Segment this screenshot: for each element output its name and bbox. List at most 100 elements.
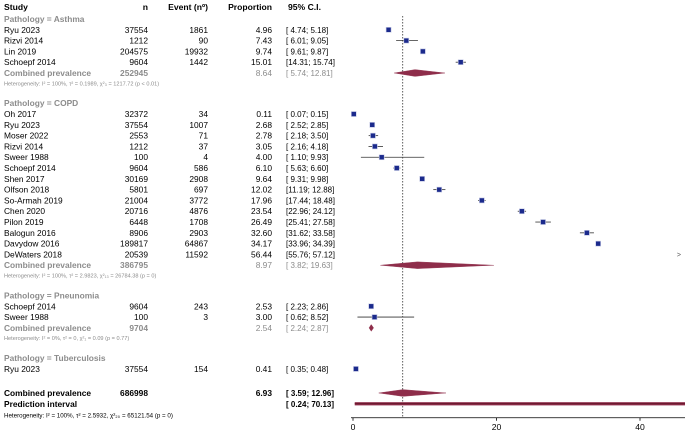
study-proportion: 3.05 — [256, 141, 273, 151]
subgroup-combined-proportion: 8.64 — [256, 68, 273, 78]
subgroup-diamond — [380, 261, 494, 269]
study-name: Chen 2020 — [4, 206, 45, 216]
study-proportion: 56.44 — [251, 249, 272, 259]
study-n: 32372 — [125, 109, 149, 119]
study-n: 37554 — [125, 120, 149, 130]
study-events: 1007 — [189, 120, 208, 130]
subgroup-combined-ci: [ 3.82; 19.63] — [286, 261, 333, 270]
study-name: Rizvi 2014 — [4, 141, 43, 151]
subgroup-label: Pathology = COPD — [4, 98, 78, 108]
study-events: 697 — [194, 185, 208, 195]
study-estimate-square — [519, 208, 525, 215]
study-estimate-square — [371, 314, 378, 320]
study-events: 3 — [203, 312, 208, 322]
study-n: 100 — [134, 152, 148, 162]
x-tick-label: 0 — [351, 422, 356, 432]
study-estimate-square — [393, 165, 400, 171]
subgroup-label: Pathology = Asthma — [4, 14, 85, 24]
study-name: Sweer 1988 — [4, 312, 49, 322]
study-n: 37554 — [125, 364, 149, 374]
subgroup-label: Pathology = Pneunomia — [4, 290, 100, 300]
study-events: 64867 — [185, 239, 209, 249]
subgroup-combined-label: Combined prevalence — [4, 68, 91, 78]
study-estimate-square — [436, 186, 443, 193]
subgroup-combined-proportion: 8.97 — [256, 260, 273, 270]
study-estimate-square — [372, 143, 378, 150]
study-events: 243 — [194, 301, 208, 311]
study-events: 1708 — [189, 217, 208, 227]
study-ci: [17.44; 18.48] — [286, 196, 335, 205]
study-name: Lin 2019 — [4, 46, 36, 56]
study-events: 2908 — [189, 174, 208, 184]
study-estimate-square — [479, 197, 485, 204]
study-ci: [ 0.07; 0.15] — [286, 110, 328, 119]
subgroup-label: Pathology = Tuberculosis — [4, 353, 106, 363]
study-proportion: 0.41 — [256, 364, 273, 374]
study-estimate-square — [353, 366, 359, 372]
study-proportion: 7.43 — [256, 36, 273, 46]
study-estimate-square — [370, 132, 376, 139]
overall-heterogeneity: Heterogeneity: I² = 100%, τ² = 2.5932, χ… — [4, 413, 173, 420]
offscale-arrow: > — [677, 252, 681, 259]
study-proportion: 2.68 — [256, 120, 273, 130]
subgroup-combined-n: 9704 — [129, 323, 148, 333]
subgroup-combined-label: Combined prevalence — [4, 323, 91, 333]
study-n: 2553 — [129, 131, 148, 141]
study-ci: [31.62; 33.58] — [286, 229, 335, 238]
study-name: Ryu 2023 — [4, 120, 40, 130]
study-events: 154 — [194, 364, 208, 374]
overall-ci: [ 3.59; 12.96] — [286, 389, 334, 398]
study-ci: [55.76; 57.12] — [286, 250, 335, 259]
study-ci: [ 4.74; 5.18] — [286, 26, 328, 35]
header-study: Study — [4, 2, 28, 12]
study-estimate-square — [403, 37, 410, 44]
study-estimate-square — [420, 48, 426, 55]
subgroup-combined-label: Combined prevalence — [4, 260, 91, 270]
study-ci: [ 2.18; 3.50] — [286, 132, 328, 141]
study-proportion: 17.96 — [251, 195, 272, 205]
study-events: 34 — [199, 109, 209, 119]
study-ci: [14.31; 15.74] — [286, 58, 335, 67]
study-ci: [ 0.35; 0.48] — [286, 365, 328, 374]
study-name: Shen 2017 — [4, 174, 45, 184]
study-name: So-Armah 2019 — [4, 195, 63, 205]
study-ci: [ 5.63; 6.60] — [286, 164, 328, 173]
subgroup-diamond — [368, 324, 374, 332]
study-proportion: 4.96 — [256, 25, 273, 35]
study-n: 204575 — [120, 46, 148, 56]
study-n: 1212 — [129, 141, 148, 151]
study-ci: [ 9.31; 9.98] — [286, 175, 328, 184]
study-n: 8906 — [129, 228, 148, 238]
study-events: 37 — [199, 141, 209, 151]
header-events: Event (nº) — [168, 2, 208, 12]
study-n: 9604 — [129, 57, 148, 67]
study-events: 4876 — [189, 206, 208, 216]
study-estimate-square — [457, 59, 464, 66]
study-estimate-square — [369, 122, 376, 128]
study-ci: [ 6.01; 9.05] — [286, 37, 328, 46]
study-n: 9604 — [129, 163, 148, 173]
study-proportion: 2.78 — [256, 131, 273, 141]
study-n: 189817 — [120, 239, 148, 249]
study-ci: [ 1.10; 9.93] — [286, 153, 328, 162]
study-estimate-square — [385, 26, 392, 33]
study-ci: [25.41; 27.58] — [286, 218, 335, 227]
study-n: 1212 — [129, 36, 148, 46]
subgroup-combined-n: 386795 — [120, 260, 148, 270]
study-proportion: 15.01 — [251, 57, 272, 67]
x-tick-label: 20 — [492, 422, 502, 432]
overall-diamond — [378, 389, 447, 397]
header-ci: 95% C.I. — [288, 2, 321, 12]
x-tick-label: 40 — [635, 422, 645, 432]
header-n: n — [143, 2, 148, 12]
study-name: DeWaters 2018 — [4, 249, 62, 259]
study-estimate-square — [584, 230, 590, 236]
study-ci: [ 9.61; 9.87] — [286, 47, 328, 56]
study-name: Schoepf 2014 — [4, 57, 56, 67]
study-n: 21004 — [125, 195, 149, 205]
study-events: 4 — [203, 152, 208, 162]
study-proportion: 9.64 — [256, 174, 273, 184]
prediction-interval-label: Prediction interval — [4, 399, 77, 409]
study-name: Sweer 1988 — [4, 152, 49, 162]
study-proportion: 3.00 — [256, 312, 273, 322]
